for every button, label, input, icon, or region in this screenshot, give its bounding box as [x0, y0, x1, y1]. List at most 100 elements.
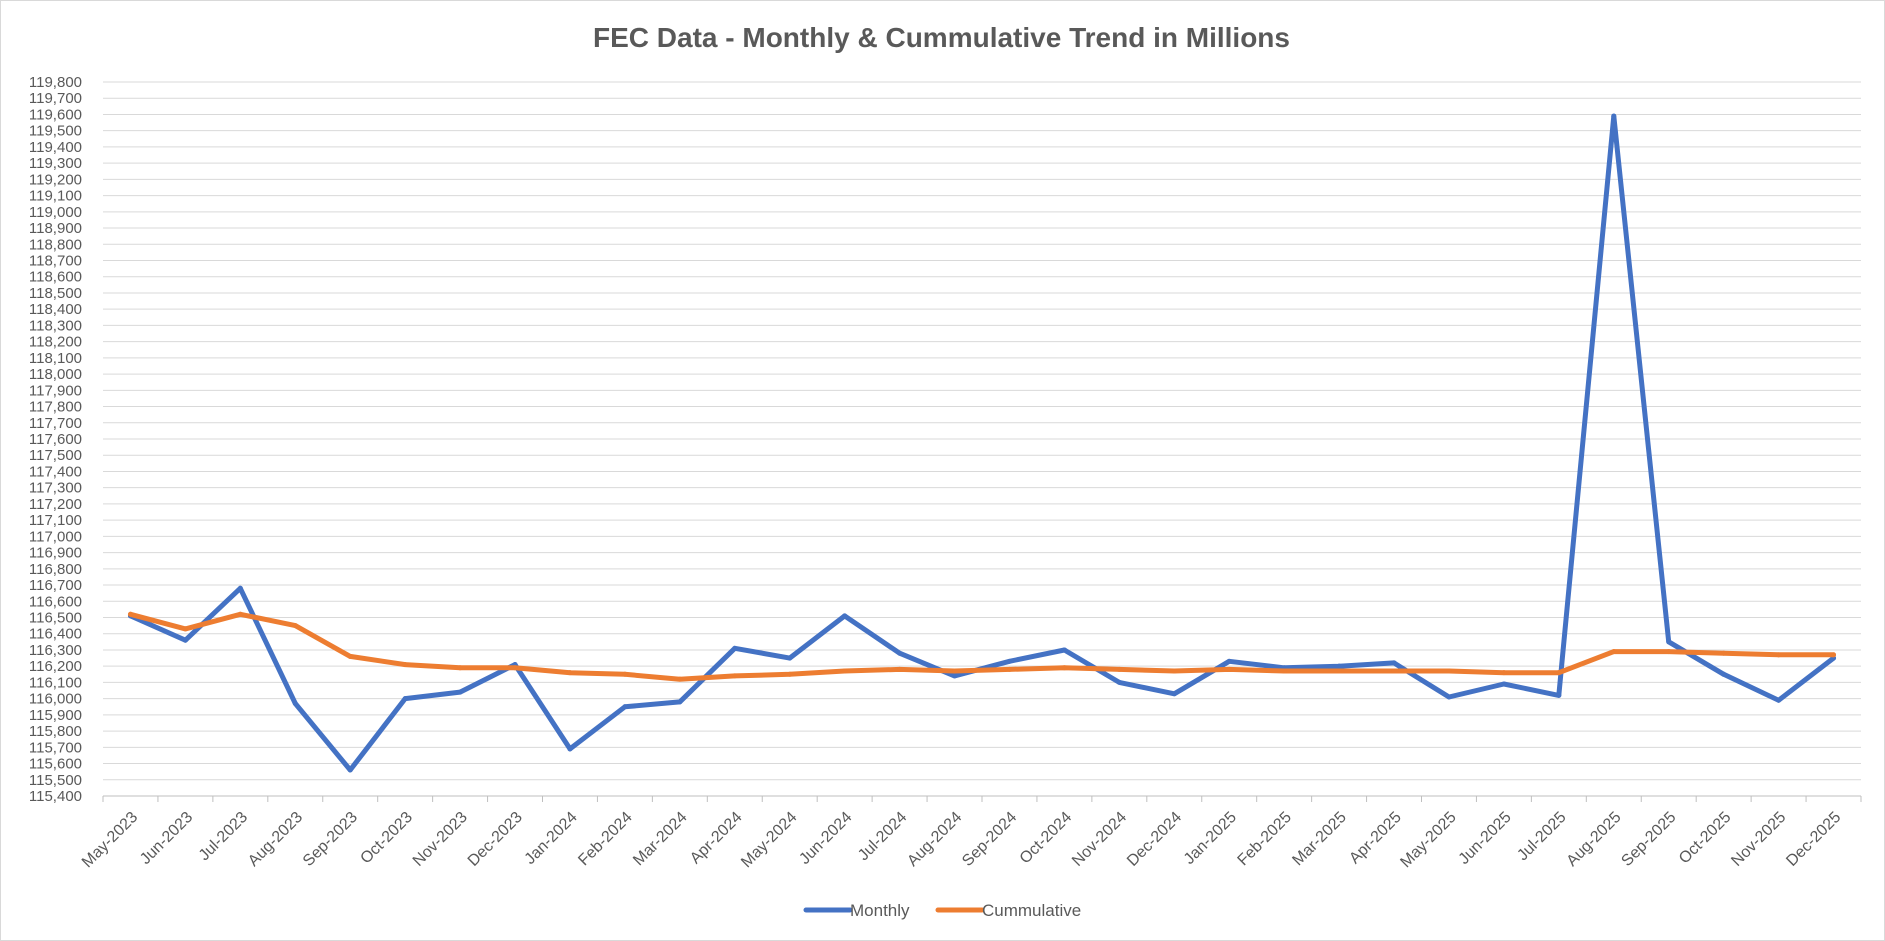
- data-point-monthly: [237, 585, 243, 591]
- series-line-cummulative: [128, 611, 1836, 682]
- y-tick-label: 115,800: [29, 723, 82, 740]
- x-tick-label: Dec-2025: [1783, 809, 1844, 870]
- data-point-cummulative: [952, 668, 958, 674]
- data-point-cummulative: [512, 665, 518, 671]
- y-tick-label: 118,700: [29, 253, 82, 270]
- data-point-monthly: [952, 673, 958, 679]
- data-point-monthly: [842, 613, 848, 619]
- data-point-monthly: [1611, 113, 1617, 119]
- data-point-monthly: [457, 689, 463, 695]
- x-tick-label: Mar-2024: [630, 809, 691, 870]
- data-point-monthly: [347, 767, 353, 773]
- x-tick-label: Feb-2025: [1235, 809, 1296, 870]
- y-tick-label: 118,500: [29, 285, 82, 302]
- data-point-cummulative: [292, 623, 298, 629]
- data-point-monthly: [732, 645, 738, 651]
- data-point-monthly: [787, 655, 793, 661]
- x-tick-label: Jan-2025: [1181, 809, 1240, 868]
- x-tick-label: Feb-2024: [575, 809, 636, 870]
- x-tick-label: Mar-2025: [1289, 809, 1350, 870]
- data-point-cummulative: [1061, 665, 1067, 671]
- data-point-monthly: [402, 696, 408, 702]
- data-point-monthly: [1116, 679, 1122, 685]
- data-point-cummulative: [127, 611, 133, 617]
- y-tick-label: 119,800: [29, 74, 82, 91]
- x-tick-label: Aug-2024: [904, 809, 965, 870]
- y-tick-label: 117,200: [29, 496, 82, 513]
- y-axis: 115,400115,500115,600115,700115,800115,9…: [29, 74, 82, 805]
- y-tick-label: 117,500: [29, 447, 82, 464]
- y-tick-label: 117,600: [29, 431, 82, 448]
- x-tick-label: Jan-2024: [522, 809, 581, 868]
- data-point-cummulative: [237, 611, 243, 617]
- y-tick-label: 118,000: [29, 366, 82, 383]
- data-point-monthly: [1171, 691, 1177, 697]
- data-point-cummulative: [1501, 670, 1507, 676]
- data-point-cummulative: [1831, 652, 1837, 658]
- y-tick-label: 117,800: [29, 399, 82, 416]
- x-tick-label: Jun-2024: [796, 809, 855, 868]
- legend-label-monthly: Monthly: [850, 901, 910, 920]
- data-point-cummulative: [1336, 668, 1342, 674]
- y-tick-label: 119,400: [29, 139, 82, 156]
- y-tick-label: 119,000: [29, 204, 82, 221]
- x-tick-label: Apr-2025: [1346, 809, 1405, 868]
- y-tick-label: 117,900: [29, 382, 82, 399]
- y-tick-label: 115,900: [29, 707, 82, 724]
- y-tick-label: 118,600: [29, 269, 82, 286]
- y-tick-label: 117,000: [29, 528, 82, 545]
- data-point-cummulative: [1446, 668, 1452, 674]
- x-tick-label: Dec-2023: [465, 809, 526, 870]
- y-tick-label: 116,000: [29, 691, 82, 708]
- data-point-monthly: [1226, 658, 1232, 664]
- y-tick-label: 116,600: [29, 593, 82, 610]
- data-point-monthly: [567, 746, 573, 752]
- x-tick-label: Aug-2023: [245, 809, 306, 870]
- x-tick-label: Nov-2025: [1728, 809, 1789, 870]
- data-point-cummulative: [677, 676, 683, 682]
- y-tick-label: 115,500: [29, 772, 82, 789]
- y-tick-label: 119,300: [29, 155, 82, 172]
- y-tick-label: 118,100: [29, 350, 82, 367]
- x-tick-label: Jun-2023: [137, 809, 196, 868]
- data-point-cummulative: [1116, 666, 1122, 672]
- data-point-cummulative: [1006, 666, 1012, 672]
- data-point-monthly: [677, 699, 683, 705]
- data-point-cummulative: [1721, 650, 1727, 656]
- y-tick-label: 119,600: [29, 106, 82, 123]
- data-point-monthly: [1061, 647, 1067, 653]
- y-tick-label: 119,500: [29, 123, 82, 140]
- data-point-monthly: [1721, 671, 1727, 677]
- x-tick-label: Nov-2024: [1069, 809, 1130, 870]
- y-tick-label: 116,800: [29, 561, 82, 578]
- x-tick-label: Nov-2023: [410, 809, 471, 870]
- y-tick-label: 117,300: [29, 480, 82, 497]
- y-tick-label: 116,900: [29, 545, 82, 562]
- data-point-cummulative: [1556, 670, 1562, 676]
- data-point-cummulative: [897, 666, 903, 672]
- x-tick-label: Apr-2024: [687, 809, 746, 868]
- x-tick-label: Sep-2024: [959, 809, 1020, 870]
- y-tick-label: 118,800: [29, 236, 82, 253]
- x-tick-label: May-2024: [738, 809, 800, 871]
- x-tick-label: Oct-2024: [1017, 809, 1076, 868]
- data-point-monthly: [1006, 658, 1012, 664]
- chart-title: FEC Data - Monthly & Cummulative Trend i…: [593, 22, 1290, 53]
- x-tick-label: Aug-2025: [1564, 809, 1625, 870]
- y-tick-label: 116,300: [29, 642, 82, 659]
- x-tick-label: Jun-2025: [1456, 809, 1515, 868]
- y-tick-label: 116,200: [29, 658, 82, 675]
- y-tick-label: 116,700: [29, 577, 82, 594]
- y-tick-label: 118,400: [29, 301, 82, 318]
- x-tick-label: Jul-2023: [196, 809, 251, 864]
- data-point-cummulative: [1391, 668, 1397, 674]
- data-point-cummulative: [732, 673, 738, 679]
- y-tick-label: 118,300: [29, 317, 82, 334]
- x-tick-label: May-2025: [1397, 809, 1459, 871]
- data-point-monthly: [622, 704, 628, 710]
- x-tick-label: Jul-2024: [855, 809, 910, 864]
- data-point-monthly: [1391, 660, 1397, 666]
- data-point-monthly: [292, 701, 298, 707]
